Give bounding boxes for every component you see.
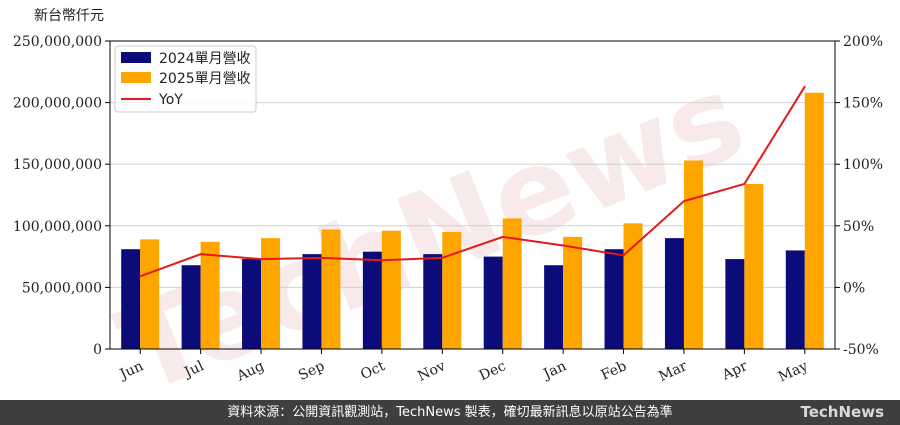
bar-2024 bbox=[423, 254, 443, 349]
chart: TechNews 新台幣仟元 050,000,000100,000,000150… bbox=[13, 8, 883, 400]
bar-2025 bbox=[623, 223, 643, 349]
legend-swatch bbox=[121, 52, 151, 63]
x-axis-ticks: Jun Jul Aug Sep Oct Nov Dec Jan Feb Mar Apr May bbox=[116, 349, 811, 386]
yoy-point bbox=[803, 85, 806, 88]
right-tick-label: 50% bbox=[843, 219, 874, 235]
bar-2024 bbox=[544, 265, 564, 349]
bar-2024 bbox=[121, 249, 141, 349]
bar-2024 bbox=[242, 259, 262, 349]
x-tick-label: Oct bbox=[358, 358, 388, 383]
legend-label: 2025單月營收 bbox=[159, 71, 251, 87]
left-tick-label: 200,000,000 bbox=[13, 96, 102, 112]
x-tick-label: Feb bbox=[599, 358, 630, 384]
right-tick-label: 0% bbox=[843, 280, 865, 296]
x-tick-label: Nov bbox=[415, 358, 448, 385]
bar-2025 bbox=[261, 238, 281, 349]
yoy-point bbox=[320, 257, 323, 259]
technews-logo: TechNews bbox=[800, 403, 885, 421]
bar-2024 bbox=[785, 250, 805, 349]
yoy-point bbox=[381, 259, 383, 262]
bar-2025 bbox=[563, 236, 583, 349]
left-tick-label: 0 bbox=[93, 342, 102, 358]
axes bbox=[109, 40, 836, 350]
source-footer: 資料來源：公開資訊觀測站，TechNews 製表，確切最新訊息以原站公告為準 T… bbox=[0, 400, 900, 425]
yoy-point bbox=[562, 244, 564, 247]
x-tick-label: May bbox=[776, 358, 811, 385]
bar-2025 bbox=[442, 231, 462, 349]
legend-label: 2024單月營收 bbox=[159, 51, 251, 67]
bar-2025 bbox=[381, 230, 401, 349]
yoy-point bbox=[501, 236, 504, 238]
yoy-line bbox=[139, 85, 806, 278]
right-tick-label: -50% bbox=[843, 342, 879, 358]
legend-swatch bbox=[121, 72, 151, 83]
yoy-point bbox=[743, 183, 746, 185]
bar-2024 bbox=[362, 251, 382, 349]
x-tick-label: Jan bbox=[539, 358, 568, 383]
bar-2025 bbox=[200, 241, 220, 349]
bar-2025 bbox=[744, 183, 764, 349]
left-tick-label: 150,000,000 bbox=[13, 157, 102, 173]
x-tick-label: Dec bbox=[477, 358, 509, 384]
plot-frame bbox=[109, 40, 836, 350]
bar-2024 bbox=[664, 238, 684, 349]
bar-2024 bbox=[302, 254, 322, 349]
legend-label: YoY bbox=[158, 92, 183, 108]
right-axis-ticks: -50% 0% 50% 100% 150% 200% bbox=[835, 34, 883, 358]
yoy-point bbox=[199, 253, 202, 255]
x-tick-label: Mar bbox=[656, 358, 690, 385]
source-text: 資料來源：公開資訊觀測站，TechNews 製表，確切最新訊息以原站公告為準 bbox=[227, 405, 673, 420]
x-tick-label: Sep bbox=[296, 358, 327, 384]
legend: 2024單月營收 2025單月營收 YoY bbox=[114, 45, 257, 113]
bar-2024 bbox=[725, 259, 745, 349]
right-tick-label: 100% bbox=[843, 157, 883, 173]
x-tick-label: Apr bbox=[719, 358, 750, 384]
bar-2025 bbox=[502, 218, 522, 349]
yoy-point bbox=[260, 258, 262, 260]
yoy-polyline bbox=[139, 86, 806, 278]
bar-2024 bbox=[483, 256, 503, 349]
yoy-point bbox=[139, 275, 142, 278]
bar-2025 bbox=[321, 229, 341, 349]
bar-2025 bbox=[140, 239, 160, 349]
bar-2024 bbox=[604, 249, 624, 349]
right-tick-label: 200% bbox=[843, 34, 883, 50]
left-tick-label: 100,000,000 bbox=[13, 219, 102, 235]
bar-2024 bbox=[181, 265, 201, 349]
left-axis-ticks: 0 50,000,000 100,000,000 150,000,000 200,000… bbox=[13, 34, 110, 358]
left-tick-label: 50,000,000 bbox=[22, 280, 102, 296]
yoy-point bbox=[683, 200, 685, 202]
bar-2025 bbox=[683, 160, 703, 349]
left-tick-label: 250,000,000 bbox=[13, 34, 102, 50]
yoy-point bbox=[441, 257, 444, 259]
right-tick-label: 150% bbox=[843, 96, 883, 112]
y-axis-unit-label: 新台幣仟元 bbox=[34, 8, 104, 24]
bar-2025 bbox=[804, 92, 824, 349]
yoy-point bbox=[622, 254, 625, 257]
